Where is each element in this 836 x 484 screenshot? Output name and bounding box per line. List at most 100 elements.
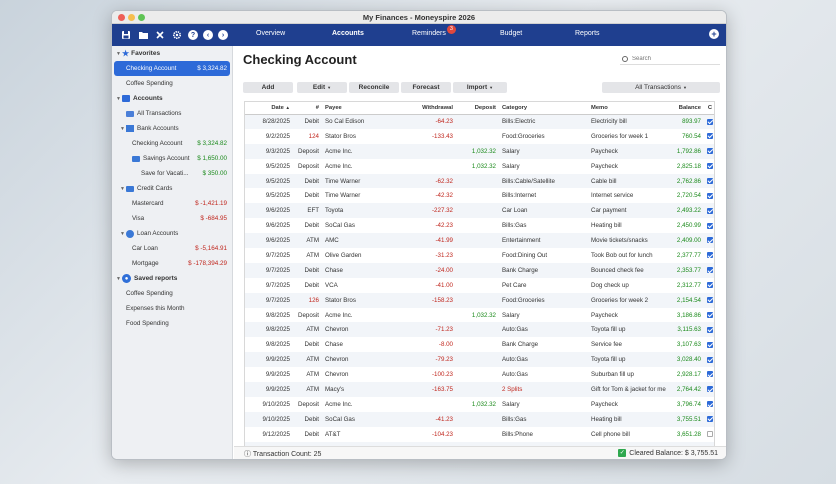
cleared-checkbox[interactable] — [707, 118, 713, 125]
cleared-checkbox[interactable] — [707, 282, 713, 289]
table-row[interactable]: 8/28/2025 Debit So Cal Edison -64.23 Bills:E… — [245, 114, 714, 129]
add-button[interactable]: Add — [243, 82, 293, 93]
col-cleared[interactable]: C — [704, 102, 714, 115]
back-icon[interactable]: ‹ — [203, 30, 213, 40]
table-row[interactable]: 9/2/2025 124 Stator Bros -133.43 Food:Grocer… — [245, 129, 714, 144]
tab-overview[interactable]: Overview — [256, 30, 286, 37]
chevron-down-icon[interactable]: ▼ — [120, 185, 125, 192]
tab-budget[interactable]: Budget — [500, 30, 523, 37]
cleared-checkbox[interactable] — [707, 386, 713, 393]
col-num[interactable]: # — [293, 102, 322, 115]
cleared-checkbox[interactable] — [707, 267, 713, 274]
table-row[interactable]: 9/9/2025 ATM Macy's -163.75 2 Splits Gift for… — [245, 382, 714, 397]
cleared-checkbox[interactable] — [707, 311, 713, 318]
tab-accounts[interactable]: Accounts — [332, 30, 364, 37]
sidebar-item-car-loan[interactable]: Car Loan $ -5,164.91 — [112, 241, 232, 256]
cleared-checkbox[interactable] — [707, 207, 713, 214]
col-withdrawal[interactable]: Withdrawal — [397, 102, 456, 115]
reconcile-button[interactable]: Reconcile — [349, 82, 399, 93]
table-row[interactable]: 9/6/2025 ATM AMC -41.99 Entertainment Movie t… — [245, 233, 714, 249]
sidebar-group-credit[interactable]: ▼ Credit Cards — [112, 181, 232, 196]
cleared-checkbox[interactable] — [707, 148, 713, 155]
sidebar-item-report-food[interactable]: Food Spending — [112, 316, 232, 331]
col-payee[interactable]: Payee — [322, 102, 397, 115]
col-memo[interactable]: Memo — [588, 102, 669, 115]
cleared-checkbox[interactable] — [707, 356, 713, 363]
tab-reports[interactable]: Reports — [575, 30, 600, 37]
search-box[interactable] — [620, 54, 720, 65]
col-date[interactable]: Date ▲ — [245, 102, 293, 115]
chevron-down-icon[interactable]: ▼ — [116, 275, 121, 282]
table-row[interactable]: 9/8/2025 Debit Chase -8.00 Bank Charge Servic… — [245, 337, 714, 352]
table-row[interactable]: 9/10/2025 Deposit Acme Inc. 1,032.32 Salary P… — [245, 397, 714, 412]
col-balance[interactable]: Balance — [669, 102, 704, 115]
forward-icon[interactable]: › — [218, 30, 228, 40]
import-button[interactable]: Import ▼ — [453, 82, 507, 93]
table-row[interactable]: 9/5/2025 Deposit Acme Inc. 1,032.32 Salary Pa… — [245, 159, 714, 174]
sidebar-item-report-expenses[interactable]: Expenses this Month — [112, 301, 232, 316]
sidebar-section-accounts[interactable]: ▼ Accounts — [112, 91, 232, 106]
col-deposit[interactable]: Deposit — [456, 102, 499, 115]
table-row[interactable]: 9/6/2025 EFT Toyota -227.32 Car Loan Car paym… — [245, 203, 714, 219]
cleared-checkbox[interactable] — [707, 133, 713, 140]
sidebar-item-visa[interactable]: Visa $ -684.95 — [112, 211, 232, 226]
sidebar-item-mortgage[interactable]: Mortgage $ -178,394.29 — [112, 256, 232, 271]
sidebar-section-favorites[interactable]: ▼ ★ Favorites — [112, 46, 232, 61]
folder-icon[interactable] — [137, 29, 149, 41]
cleared-checkbox[interactable] — [707, 162, 713, 169]
cleared-checkbox[interactable] — [707, 296, 713, 303]
table-row[interactable]: 9/6/2025 Debit SoCal Gas -42.23 Bills:Gas Hea… — [245, 218, 714, 233]
sidebar-section-reports[interactable]: ▼ ● Saved reports — [112, 271, 232, 286]
sidebar-item-coffee-favorite[interactable]: Coffee Spending — [112, 76, 232, 91]
transaction-filter-select[interactable]: All Transactions ▼ — [602, 82, 720, 93]
cleared-checkbox[interactable] — [707, 237, 713, 244]
sidebar-item-mastercard[interactable]: Mastercard $ -1,421.19 — [112, 196, 232, 211]
chevron-down-icon[interactable]: ▼ — [120, 125, 125, 132]
table-row[interactable]: 9/3/2025 Deposit Acme Inc. 1,032.32 Salary Pa… — [245, 143, 714, 159]
sidebar-item-checking-favorite[interactable]: Checking Account $ 3,324.82 — [114, 61, 230, 76]
tab-reminders[interactable]: Reminders 3 — [412, 25, 456, 37]
search-input[interactable] — [632, 56, 712, 62]
sidebar-item-checking[interactable]: Checking Account $ 3,324.82 — [112, 136, 232, 151]
cleared-checkbox[interactable] — [707, 341, 713, 348]
cleared-checkbox[interactable] — [707, 252, 713, 259]
col-category[interactable]: Category — [499, 102, 588, 115]
sidebar-item-vacation[interactable]: Save for Vacati... $ 350.00 — [112, 166, 232, 181]
table-row[interactable]: 9/5/2025 Debit Time Warner -62.32 Bills:Cabl… — [245, 173, 714, 189]
table-row[interactable]: 9/8/2025 ATM Chevron -71.23 Auto:Gas Toyota f… — [245, 322, 714, 338]
chevron-down-icon[interactable]: ▼ — [116, 95, 121, 102]
zoom-button[interactable] — [138, 14, 145, 21]
table-row[interactable]: 9/9/2025 ATM Chevron -100.23 Auto:Gas Suburba… — [245, 367, 714, 382]
cleared-checkbox[interactable] — [707, 177, 713, 184]
table-row[interactable]: 9/9/2025 ATM Chevron -79.23 Auto:Gas Toyota f… — [245, 352, 714, 368]
minimize-button[interactable] — [128, 14, 135, 21]
sidebar-item-savings[interactable]: Savings Account $ 1,650.00 — [112, 151, 232, 166]
cleared-checkbox[interactable] — [707, 192, 713, 199]
close-button[interactable] — [118, 14, 125, 21]
cleared-checkbox[interactable] — [707, 431, 713, 437]
sidebar-item-report-coffee[interactable]: Coffee Spending — [112, 286, 232, 301]
table-row[interactable]: 9/7/2025 126 Stator Bros -158.23 Food:Grocer… — [245, 292, 714, 308]
table-row[interactable]: 9/7/2025 Debit Chase -24.00 Bank Charge Bounc… — [245, 262, 714, 278]
sidebar-group-loan[interactable]: ▼ Loan Accounts — [112, 226, 232, 241]
forecast-button[interactable]: Forecast — [401, 82, 451, 93]
sidebar-group-bank[interactable]: ▼ Bank Accounts — [112, 121, 232, 136]
table-row[interactable]: 9/8/2025 Deposit Acme Inc. 1,032.32 Salary Pa… — [245, 308, 714, 323]
cleared-checkbox[interactable] — [707, 222, 713, 229]
sidebar-item-all-transactions[interactable]: All Transactions — [112, 106, 232, 121]
cleared-checkbox[interactable] — [707, 326, 713, 333]
chevron-down-icon[interactable]: ▼ — [116, 50, 121, 57]
edit-button[interactable]: Edit ▼ — [297, 82, 347, 93]
save-icon[interactable] — [120, 29, 132, 41]
cleared-checkbox[interactable] — [707, 401, 713, 408]
table-row[interactable]: 9/7/2025 ATM Olive Garden -31.23 Food:Dining… — [245, 248, 714, 263]
cleared-checkbox[interactable] — [707, 416, 713, 423]
table-row[interactable]: 9/5/2025 Debit Time Warner -42.32 Bills:Inte… — [245, 188, 714, 203]
gear-icon[interactable] — [171, 29, 183, 41]
help-icon[interactable]: ? — [188, 30, 198, 40]
table-row[interactable]: 9/10/2025 Debit SoCal Gas -41.23 Bills:Gas He… — [245, 411, 714, 427]
cleared-checkbox[interactable] — [707, 371, 713, 378]
add-icon[interactable]: + — [709, 29, 719, 39]
chevron-down-icon[interactable]: ▼ — [120, 230, 125, 237]
table-row[interactable]: 9/7/2025 Debit VCA -41.00 Pet Care Dog check … — [245, 278, 714, 293]
